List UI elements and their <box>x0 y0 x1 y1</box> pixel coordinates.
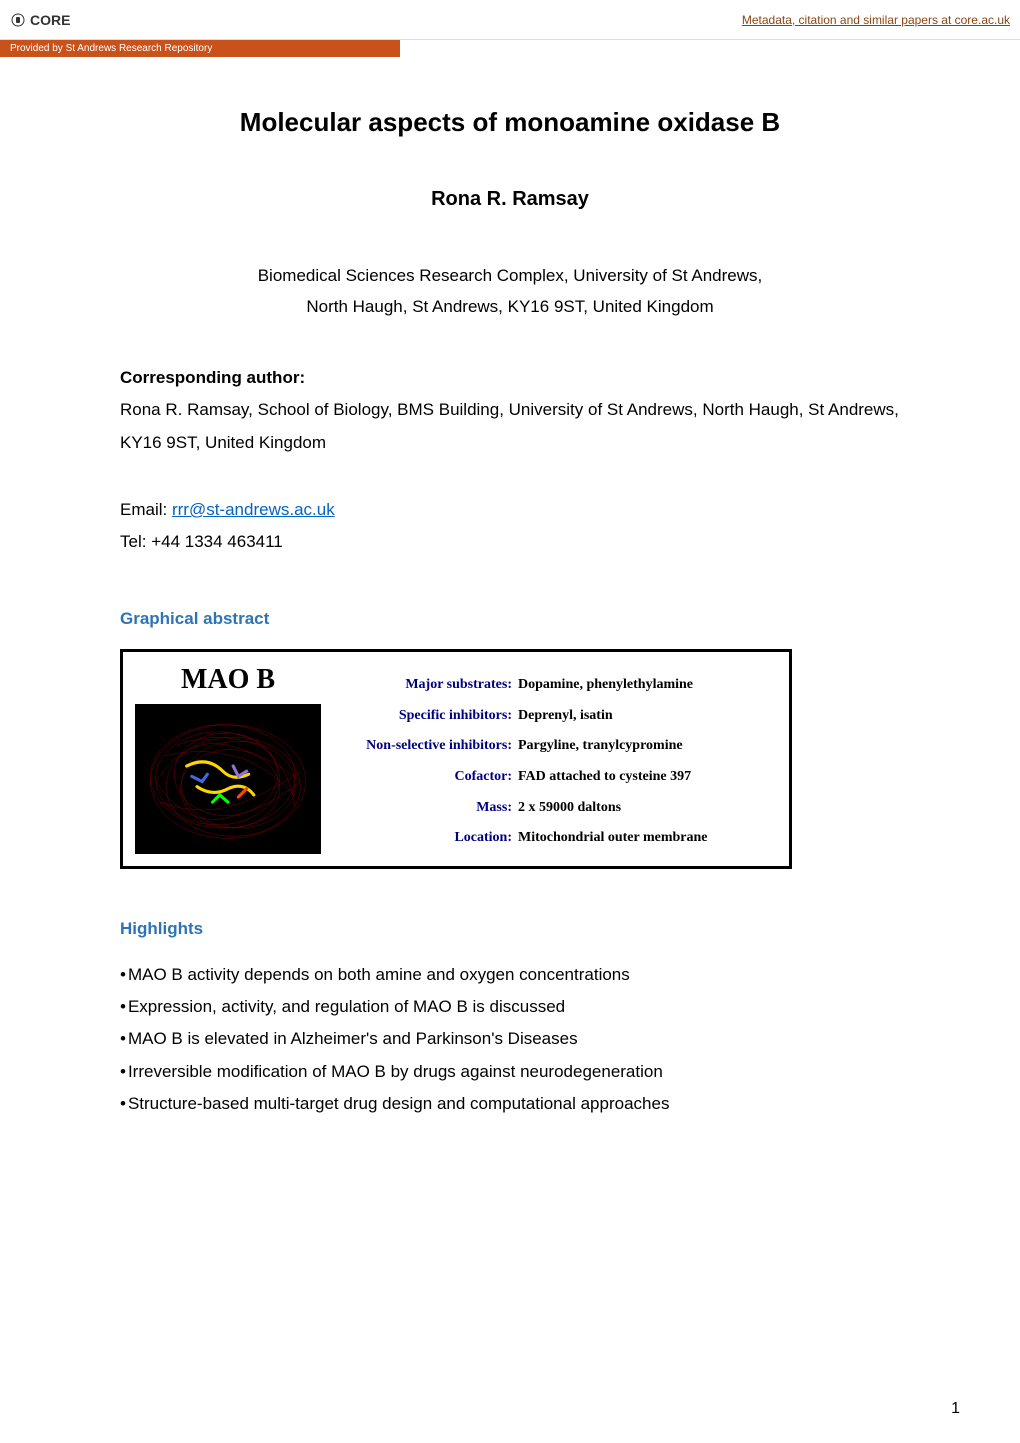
abstract-label: Mass: <box>338 800 518 816</box>
highlight-item: Expression, activity, and regulation of … <box>120 991 900 1023</box>
affiliation-line2: North Haugh, St Andrews, KY16 9ST, Unite… <box>120 292 900 323</box>
core-logo-text: CORE <box>30 12 70 28</box>
highlight-item: Structure-based multi-target drug design… <box>120 1088 900 1120</box>
abstract-label: Non-selective inhibitors: <box>338 738 518 754</box>
affiliation-line1: Biomedical Sciences Research Complex, Un… <box>120 261 900 292</box>
abstract-row: Location: Mitochondrial outer membrane <box>338 830 774 846</box>
core-logo: CORE <box>10 12 70 28</box>
highlight-item: MAO B activity depends on both amine and… <box>120 959 900 991</box>
contact-section: Email: rrr@st-andrews.ac.uk Tel: +44 133… <box>120 494 900 559</box>
highlights-list: MAO B activity depends on both amine and… <box>120 959 900 1120</box>
abstract-value: Mitochondrial outer membrane <box>518 830 708 846</box>
abstract-row: Non-selective inhibitors: Pargyline, tra… <box>338 738 774 754</box>
abstract-value: 2 x 59000 daltons <box>518 800 621 816</box>
abstract-label: Major substrates: <box>338 677 518 693</box>
abstract-value: Dopamine, phenylethylamine <box>518 677 693 693</box>
abstract-value: FAD attached to cysteine 397 <box>518 769 691 785</box>
provided-by-banner: Provided by St Andrews Research Reposito… <box>0 40 400 57</box>
abstract-label: Specific inhibitors: <box>338 708 518 724</box>
highlights-heading: Highlights <box>120 919 900 939</box>
page-number: 1 <box>951 1400 960 1418</box>
highlight-item: MAO B is elevated in Alzheimer's and Par… <box>120 1023 900 1055</box>
tel-line: Tel: +44 1334 463411 <box>120 526 900 558</box>
affiliation: Biomedical Sciences Research Complex, Un… <box>120 261 900 322</box>
abstract-value: Pargyline, tranylcypromine <box>518 738 683 754</box>
abstract-row: Mass: 2 x 59000 daltons <box>338 800 774 816</box>
corresponding-author-text: Rona R. Ramsay, School of Biology, BMS B… <box>120 394 900 459</box>
abstract-row: Major substrates: Dopamine, phenylethyla… <box>338 677 774 693</box>
paper-content: Molecular aspects of monoamine oxidase B… <box>0 57 1020 1120</box>
abstract-left-panel: MAO B <box>123 652 333 866</box>
abstract-row: Specific inhibitors: Deprenyl, isatin <box>338 708 774 724</box>
abstract-row: Cofactor: FAD attached to cysteine 397 <box>338 769 774 785</box>
email-link[interactable]: rrr@st-andrews.ac.uk <box>172 500 335 519</box>
email-line: Email: rrr@st-andrews.ac.uk <box>120 494 900 526</box>
graphical-abstract-heading: Graphical abstract <box>120 609 900 629</box>
abstract-value: Deprenyl, isatin <box>518 708 613 724</box>
core-banner: CORE Metadata, citation and similar pape… <box>0 0 1020 40</box>
tel-value: +44 1334 463411 <box>151 532 283 551</box>
corresponding-author-section: Corresponding author: Rona R. Ramsay, Sc… <box>120 362 900 459</box>
highlight-item: Irreversible modification of MAO B by dr… <box>120 1056 900 1088</box>
core-logo-icon <box>10 12 26 28</box>
tel-label: Tel: <box>120 532 151 551</box>
abstract-label: Location: <box>338 830 518 846</box>
email-label: Email: <box>120 500 172 519</box>
highlights-section: Highlights MAO B activity depends on bot… <box>120 919 900 1120</box>
abstract-label: Cofactor: <box>338 769 518 785</box>
paper-author: Rona R. Ramsay <box>120 188 900 211</box>
mao-b-box-title: MAO B <box>135 664 321 696</box>
graphical-abstract-box: MAO B <box>120 649 792 869</box>
corresponding-author-label: Corresponding author: <box>120 362 900 394</box>
molecule-image <box>135 704 321 854</box>
abstract-right-panel: Major substrates: Dopamine, phenylethyla… <box>333 652 789 866</box>
paper-title: Molecular aspects of monoamine oxidase B <box>120 107 900 138</box>
core-metadata-link[interactable]: Metadata, citation and similar papers at… <box>742 13 1010 27</box>
